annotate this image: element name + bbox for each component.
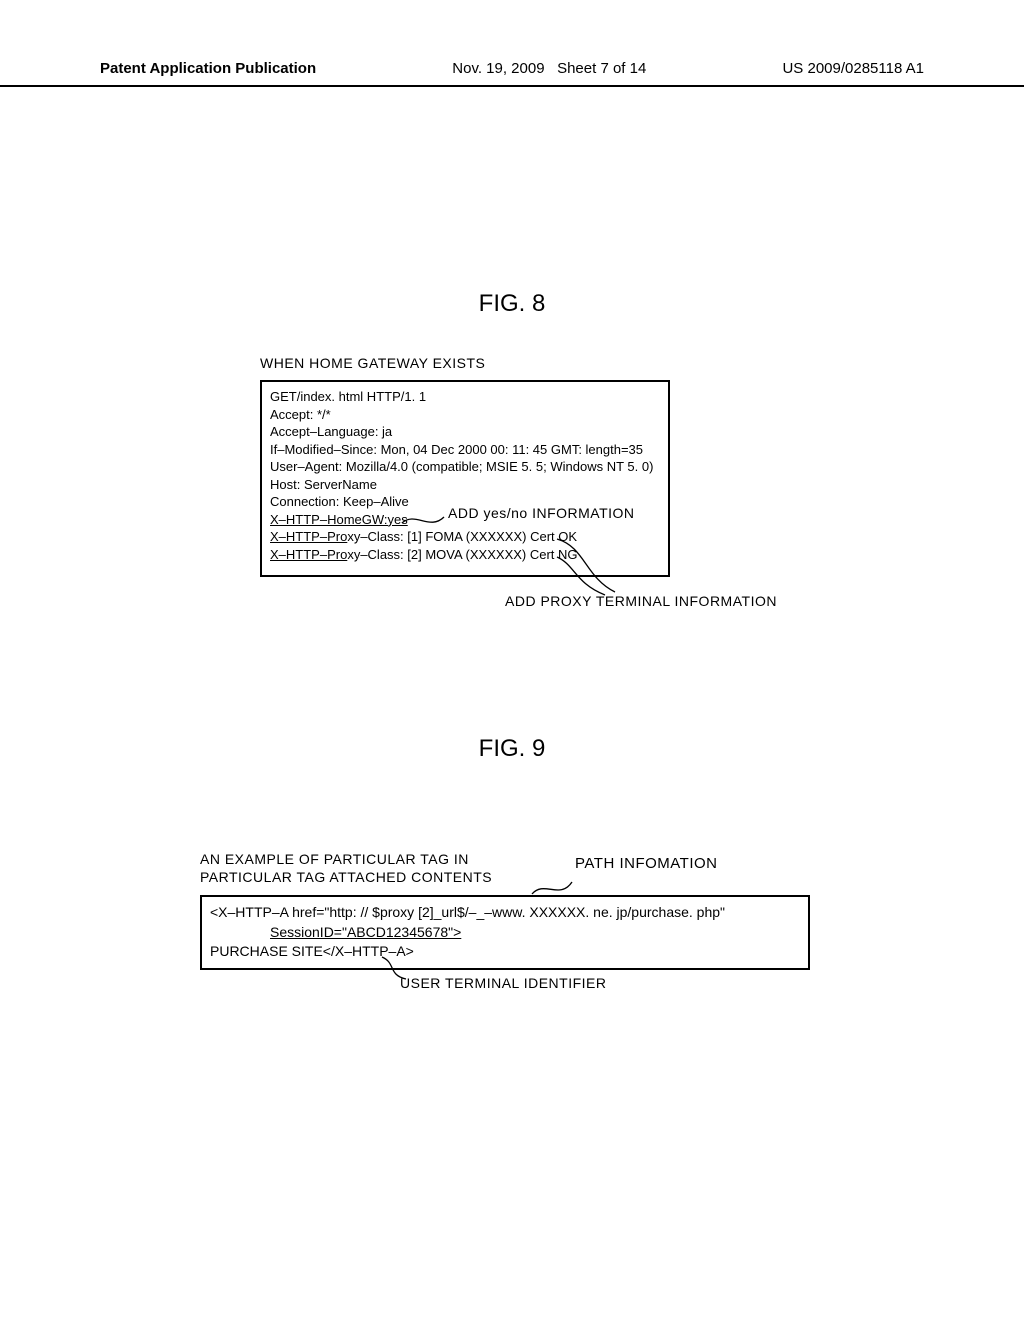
- fig8-line1: GET/index. html HTTP/1. 1: [270, 388, 660, 406]
- page-header: Patent Application Publication Nov. 19, …: [0, 60, 1024, 87]
- fig9-line2: SessionID="ABCD12345678">: [210, 923, 800, 943]
- fig8-line10a: X–HTTP–Pro: [270, 547, 347, 562]
- fig9-caption-left-l2: PARTICULAR TAG ATTACHED CONTENTS: [200, 868, 492, 886]
- fig9-line3: PURCHASE SITE</X–HTTP–A>: [210, 942, 800, 962]
- fig9-caption-left: AN EXAMPLE OF PARTICULAR TAG IN PARTICUL…: [200, 850, 492, 886]
- callout-leader-icon: [378, 955, 418, 983]
- fig8-line9a: X–HTTP–Pro: [270, 529, 347, 544]
- header-left: Patent Application Publication: [100, 60, 316, 77]
- fig8-line10b: xy–Class: [2] MOVA (XXXXXX) Cert NG: [347, 547, 577, 562]
- fig8-caption: WHEN HOME GATEWAY EXISTS: [260, 355, 485, 371]
- header-right: US 2009/0285118 A1: [782, 60, 924, 77]
- fig8-line3: Accept–Language: ja: [270, 423, 660, 441]
- callout-leader-icon: [555, 537, 635, 597]
- fig8-callout-yesno: ADD yes/no INFORMATION: [448, 505, 635, 521]
- fig9-caption-right: PATH INFOMATION: [575, 855, 718, 872]
- fig8-line2: Accept: */*: [270, 406, 660, 424]
- fig9-tag-box: <X–HTTP–A href="http: // $proxy [2]_url$…: [200, 895, 810, 970]
- fig8-callout-proxy: ADD PROXY TERMINAL INFORMATION: [505, 593, 777, 609]
- header-date: Nov. 19, 2009: [452, 60, 544, 77]
- fig9-line1: <X–HTTP–A href="http: // $proxy [2]_url$…: [210, 903, 800, 923]
- callout-leader-icon: [530, 878, 574, 896]
- header-center: Nov. 19, 2009 Sheet 7 of 14: [452, 60, 646, 77]
- fig8-line5: User–Agent: Mozilla/4.0 (compatible; MSI…: [270, 458, 660, 476]
- fig9-caption-left-l1: AN EXAMPLE OF PARTICULAR TAG IN: [200, 850, 492, 868]
- fig8-title: FIG. 8: [0, 290, 1024, 318]
- fig8-line6: Host: ServerName: [270, 476, 660, 494]
- fig8-line9b: xy–Class: [1] FOMA (XXXXXX) Cert OK: [347, 529, 577, 544]
- fig9-callout-user-terminal: USER TERMINAL IDENTIFIER: [400, 975, 606, 991]
- fig8-line4: If–Modified–Since: Mon, 04 Dec 2000 00: …: [270, 441, 660, 459]
- header-sheet: Sheet 7 of 14: [557, 60, 646, 77]
- fig9-title: FIG. 9: [0, 735, 1024, 763]
- callout-leader-icon: [400, 513, 446, 527]
